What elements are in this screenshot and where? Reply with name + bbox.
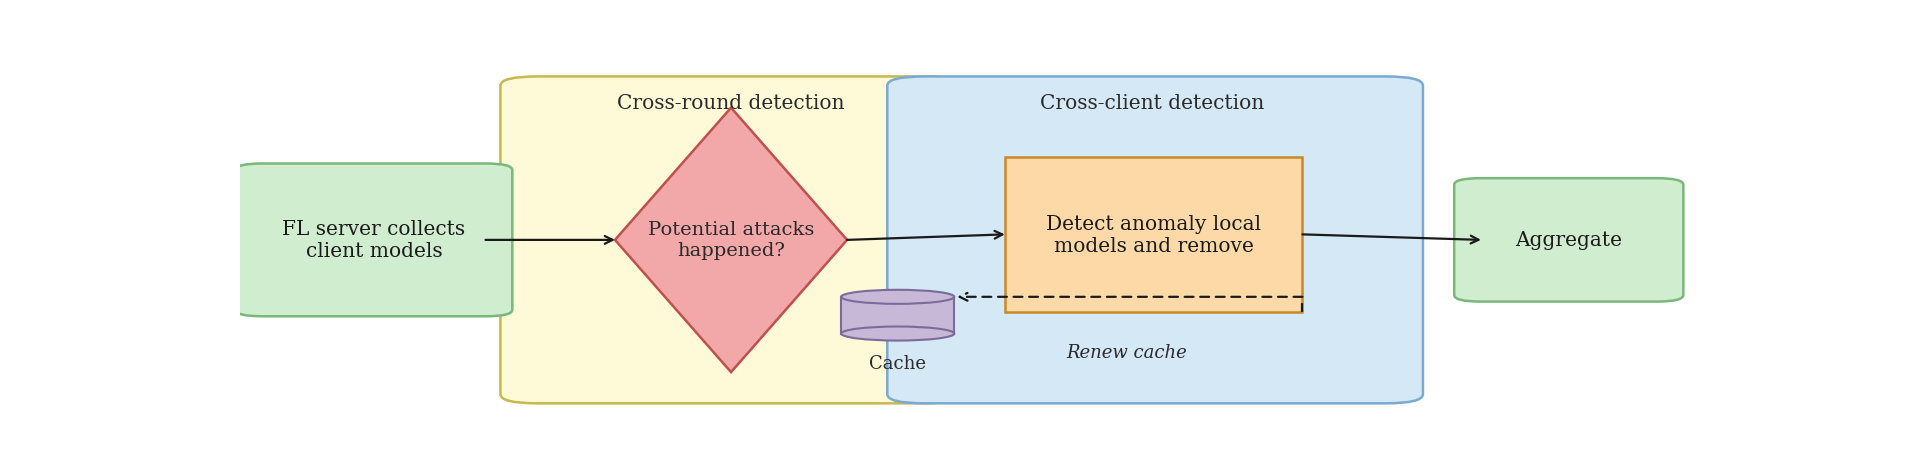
Text: Renew cache: Renew cache [1066,343,1187,361]
FancyBboxPatch shape [501,77,962,404]
Polygon shape [614,109,847,372]
Text: Cross-client detection: Cross-client detection [1041,93,1263,112]
Text: Aggregate: Aggregate [1515,231,1622,250]
FancyBboxPatch shape [1004,158,1302,312]
Text: Cross-round detection: Cross-round detection [618,93,845,112]
Ellipse shape [841,327,954,341]
Text: Detect anomaly local
models and remove: Detect anomaly local models and remove [1046,214,1261,255]
FancyBboxPatch shape [236,164,513,317]
Text: FL server collects
client models: FL server collects client models [282,220,465,261]
FancyBboxPatch shape [887,77,1423,404]
Text: Potential attacks
happened?: Potential attacks happened? [647,221,814,260]
Bar [841,297,954,334]
Text: Cache: Cache [870,354,925,372]
FancyBboxPatch shape [1453,179,1684,302]
Ellipse shape [841,290,954,304]
